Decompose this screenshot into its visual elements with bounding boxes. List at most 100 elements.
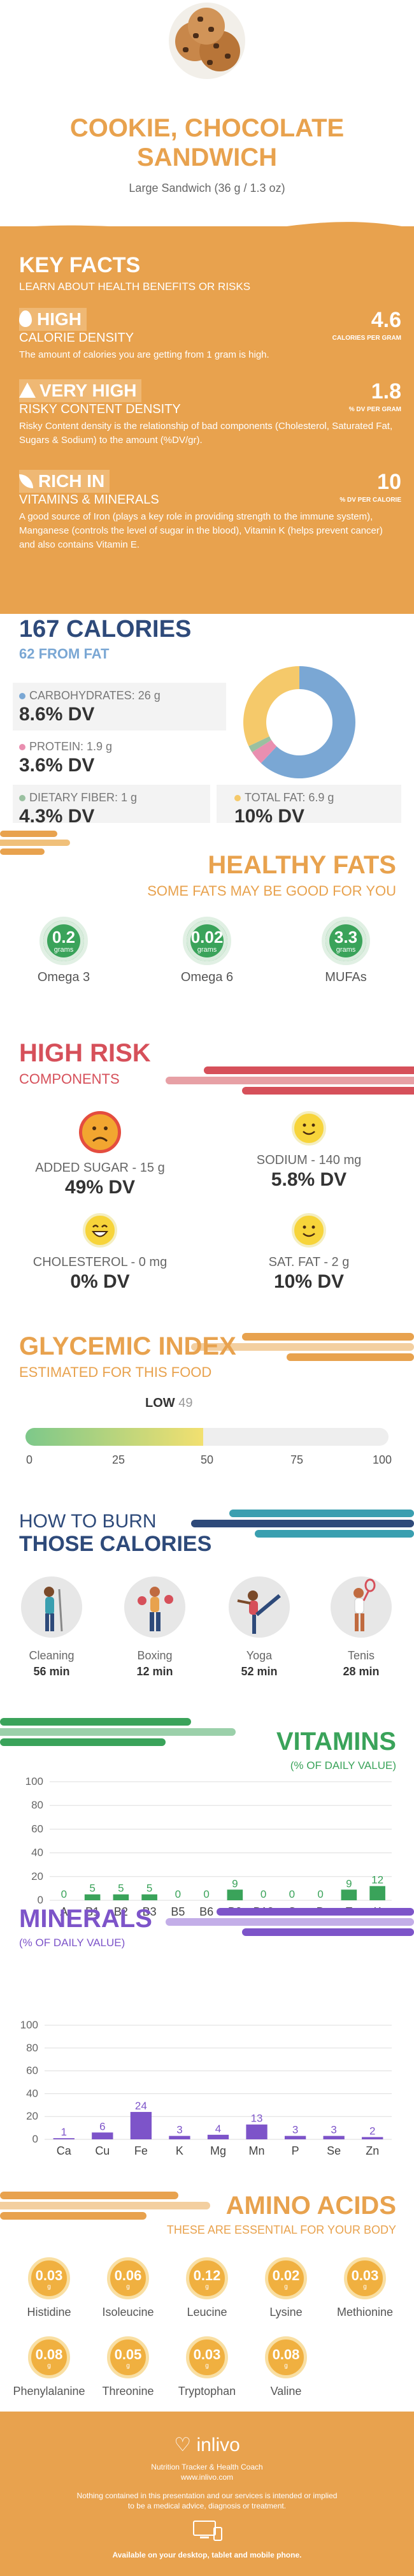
glycemic-heading: GLYCEMIC INDEX bbox=[19, 1332, 236, 1360]
footer-disclaimer-1: Nothing contained in this presentation a… bbox=[76, 2491, 338, 2500]
bar-Ca bbox=[53, 2138, 75, 2139]
x-tick-label: B3 bbox=[143, 1905, 157, 1918]
cleaning-icon bbox=[21, 1576, 82, 1638]
bar-value-label: 3 bbox=[331, 2124, 336, 2136]
flame-icon bbox=[19, 310, 32, 327]
y-tick-label: 40 bbox=[31, 1847, 43, 1859]
glycemic-index-section: GLYCEMIC INDEX ESTIMATED FOR THIS FOOD L… bbox=[0, 1302, 414, 1487]
fact-calorie-density: HIGH CALORIE DENSITY The amount of calor… bbox=[19, 308, 401, 360]
macro-dietary-fiber: DIETARY FIBER: 1 g 4.3% DV bbox=[19, 791, 138, 827]
bar-value-label: 5 bbox=[89, 1882, 95, 1895]
bar-value-label: 3 bbox=[176, 2124, 182, 2136]
bar-B3 bbox=[141, 1894, 157, 1900]
amino-methionine: 0.03 g Methionine bbox=[327, 2257, 403, 2319]
leaf-icon bbox=[19, 474, 33, 488]
key-facts-heading: KEY FACTS bbox=[19, 253, 141, 277]
bar-value-label: 0 bbox=[203, 1888, 209, 1900]
x-tick-label: Se bbox=[327, 2144, 341, 2157]
x-tick-label: Mn bbox=[249, 2144, 265, 2157]
footer-available: Available on your desktop, tablet and mo… bbox=[112, 2551, 302, 2559]
fact-vitamins-minerals: RICH IN VITAMINS & MINERALS A good sourc… bbox=[19, 470, 401, 550]
amino-leucine: 0.12 g Leucine bbox=[169, 2257, 245, 2319]
yoga-icon bbox=[229, 1576, 290, 1638]
bar-value-label: 6 bbox=[99, 2120, 105, 2132]
macro-donut-chart bbox=[243, 666, 355, 778]
healthy-fats-heading: HEALTHY FATS bbox=[208, 851, 396, 879]
healthy-fats-section: HEALTHY FATS SOME FATS MAY BE GOOD FOR Y… bbox=[0, 824, 414, 1022]
heart-icon: ♡ bbox=[174, 2434, 192, 2456]
bar-value-label: 12 bbox=[371, 1874, 383, 1886]
footer-tagline: Nutrition Tracker & Health Coach bbox=[151, 2463, 263, 2471]
activity-boxing: Boxing 12 min bbox=[113, 1576, 196, 1678]
amino-tryptophan: 0.03 g Tryptophan bbox=[169, 2336, 245, 2398]
burn-heading-1: HOW TO BURN bbox=[19, 1511, 157, 1532]
amino-lysine: 0.02 g Lysine bbox=[248, 2257, 324, 2319]
key-facts-subheading: LEARN ABOUT HEALTH BENEFITS OR RISKS bbox=[19, 280, 251, 293]
burn-heading-2: THOSE CALORIES bbox=[19, 1532, 212, 1556]
bar-value-label: 0 bbox=[261, 1888, 266, 1900]
page-title: COOKIE, CHOCOLATE SANDWICH bbox=[69, 114, 345, 171]
tennis-icon bbox=[331, 1576, 392, 1638]
decorative-stripes bbox=[0, 2192, 210, 2220]
sad-face-icon bbox=[79, 1111, 121, 1153]
bar-value-label: 0 bbox=[175, 1888, 181, 1900]
fact-risky-content: VERY HIGH RISKY CONTENT DENSITY Risky Co… bbox=[19, 379, 401, 446]
decorative-stripes bbox=[0, 831, 70, 855]
fat-omega-6: 0.02 grams Omega 6 bbox=[169, 917, 245, 985]
y-tick-label: 80 bbox=[31, 1799, 43, 1811]
cookie-image bbox=[169, 3, 245, 79]
smile-face-icon bbox=[292, 1213, 326, 1248]
fat-omega-3: 0.2 grams Omega 3 bbox=[25, 917, 102, 985]
decorative-stripes bbox=[191, 1333, 414, 1361]
glycemic-bar-fill bbox=[25, 1428, 204, 1446]
bar-value-label: 13 bbox=[251, 2113, 263, 2125]
y-tick-label: 100 bbox=[20, 2019, 38, 2031]
macro-total-fat: TOTAL FAT: 6.9 g 10% DV bbox=[234, 791, 334, 827]
calories-section: 167 CALORIES 62 FROM FAT CARBOHYDRATES: … bbox=[0, 614, 414, 827]
high-risk-heading: HIGH RISK bbox=[19, 1039, 151, 1067]
bar-Fe bbox=[130, 2112, 152, 2139]
bar-value-label: 9 bbox=[346, 1877, 352, 1889]
y-tick-label: 60 bbox=[31, 1823, 43, 1835]
activity-tenis: Tenis 28 min bbox=[320, 1576, 403, 1678]
risk-added-sugar: ADDED SUGAR - 15 g 49% DV bbox=[20, 1111, 180, 1198]
bar-K bbox=[369, 1886, 385, 1900]
x-tick-label: K bbox=[176, 2144, 183, 2157]
y-tick-label: 20 bbox=[26, 2110, 38, 2122]
laugh-face-icon bbox=[83, 1213, 117, 1248]
decorative-stripes bbox=[191, 1510, 414, 1538]
bar-B2 bbox=[113, 1894, 129, 1900]
amino-heading: AMINO ACIDS bbox=[225, 2192, 396, 2220]
amino-phenylalanine: 0.08 g Phenylalanine bbox=[11, 2336, 87, 2398]
risk-cholesterol: CHOLESTEROL - 0 mg 0% DV bbox=[20, 1213, 180, 1293]
decorative-stripes bbox=[0, 1718, 236, 1746]
glycemic-bar bbox=[25, 1428, 389, 1446]
high-risk-section: HIGH RISK COMPONENTS ADDED SUGAR - 15 g … bbox=[0, 1022, 414, 1302]
header: COOKIE, CHOCOLATE SANDWICH Large Sandwic… bbox=[0, 0, 414, 223]
boxing-icon bbox=[124, 1576, 185, 1638]
x-tick-label: A bbox=[60, 1905, 68, 1918]
risk-sat-fat: SAT. FAT - 2 g 10% DV bbox=[229, 1213, 389, 1293]
y-tick-label: 100 bbox=[25, 1775, 43, 1787]
calories-from-fat: 62 FROM FAT bbox=[19, 646, 110, 662]
glycemic-ticks: 0 25 50 75 100 bbox=[25, 1453, 392, 1466]
fat-mufas: 3.3 grams MUFAs bbox=[308, 917, 384, 985]
x-tick-label: B2 bbox=[114, 1905, 128, 1918]
bar-value-label: 1 bbox=[61, 2126, 67, 2138]
x-tick-label: Zn bbox=[366, 2144, 379, 2157]
key-facts-section: KEY FACTS LEARN ABOUT HEALTH BENEFITS OR… bbox=[0, 222, 414, 614]
x-tick-label: B1 bbox=[85, 1905, 99, 1918]
decorative-stripes bbox=[166, 1908, 414, 1936]
high-risk-subheading: COMPONENTS bbox=[19, 1071, 120, 1087]
footer-url[interactable]: www.inlivo.com bbox=[180, 2473, 234, 2482]
bar-value-label: 3 bbox=[292, 2124, 298, 2136]
y-tick-label: 0 bbox=[38, 1894, 43, 1906]
donut-slice-protein bbox=[252, 739, 277, 764]
glycemic-level: LOW 49 bbox=[145, 1396, 193, 1410]
bar-Cu bbox=[92, 2132, 113, 2139]
devices-icon bbox=[191, 2520, 223, 2543]
vitamins-heading: VITAMINS bbox=[276, 1728, 396, 1756]
bar-B9 bbox=[227, 1889, 243, 1900]
warning-icon bbox=[19, 382, 36, 398]
